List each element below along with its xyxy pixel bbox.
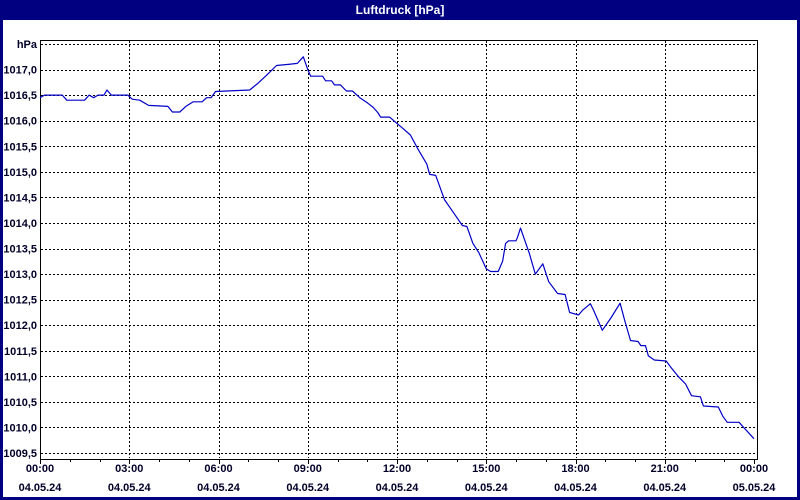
y-axis-unit-label: hPa (17, 39, 38, 51)
x-tick-time-label: 09:00 (294, 463, 322, 475)
x-tick-date-label: 04.05.24 (376, 482, 420, 494)
x-tick-date-label: 04.05.24 (108, 482, 152, 494)
x-axis-ticks (40, 459, 755, 464)
x-tick-date-label: 04.05.24 (465, 482, 509, 494)
y-tick-label: 1017,0 (3, 65, 37, 77)
y-axis-labels: hPa 1017,0 1016,5 1016,0 1015,5 1015,0 1014,5 1… (3, 39, 38, 460)
titlebar: Luftdruck [hPa] (0, 0, 800, 20)
y-tick-label: 1009,5 (3, 448, 37, 460)
y-tick-label: 1016,5 (3, 90, 37, 102)
y-tick-label: 1012,0 (3, 320, 37, 332)
x-tick-date-label: 05.05.24 (733, 482, 777, 494)
x-tick-time-label: 00:00 (26, 463, 54, 475)
y-tick-label: 1012,5 (3, 295, 37, 307)
x-tick-time-label: 06:00 (204, 463, 232, 475)
chart-background (3, 20, 797, 497)
x-tick-time-label: 15:00 (472, 463, 500, 475)
y-tick-label: 1010,5 (3, 397, 37, 409)
y-tick-label: 1015,0 (3, 167, 37, 179)
y-tick-label: 1013,0 (3, 269, 37, 281)
x-tick-date-label: 04.05.24 (554, 482, 598, 494)
y-tick-label: 1014,5 (3, 192, 37, 204)
x-tick-time-label: 21:00 (651, 463, 679, 475)
x-tick-date-label: 04.05.24 (19, 482, 63, 494)
x-tick-time-label: 00:00 (740, 463, 768, 475)
x-axis-labels: 00:00 04.05.24 03:00 04.05.24 06:00 04.05.24 0… (19, 463, 777, 494)
x-tick-time-label: 18:00 (561, 463, 589, 475)
y-tick-label: 1011,0 (4, 371, 37, 383)
y-tick-label: 1011,5 (4, 346, 37, 358)
y-tick-label: 1014,0 (3, 218, 37, 230)
gridlines (41, 41, 756, 458)
pressure-line (39, 56, 755, 440)
window-title: Luftdruck [hPa] (355, 3, 445, 17)
x-tick-date-label: 04.05.24 (197, 482, 241, 494)
x-tick-time-label: 03:00 (115, 463, 143, 475)
x-tick-date-label: 04.05.24 (286, 482, 330, 494)
y-tick-label: 1016,0 (3, 116, 37, 128)
y-tick-label: 1015,5 (3, 141, 37, 153)
y-tick-label: 1013,5 (3, 244, 37, 256)
plot-frame (40, 40, 758, 460)
x-tick-date-label: 04.05.24 (643, 482, 687, 494)
x-tick-time-label: 12:00 (383, 463, 411, 475)
y-tick-label: 1010,0 (3, 422, 37, 434)
